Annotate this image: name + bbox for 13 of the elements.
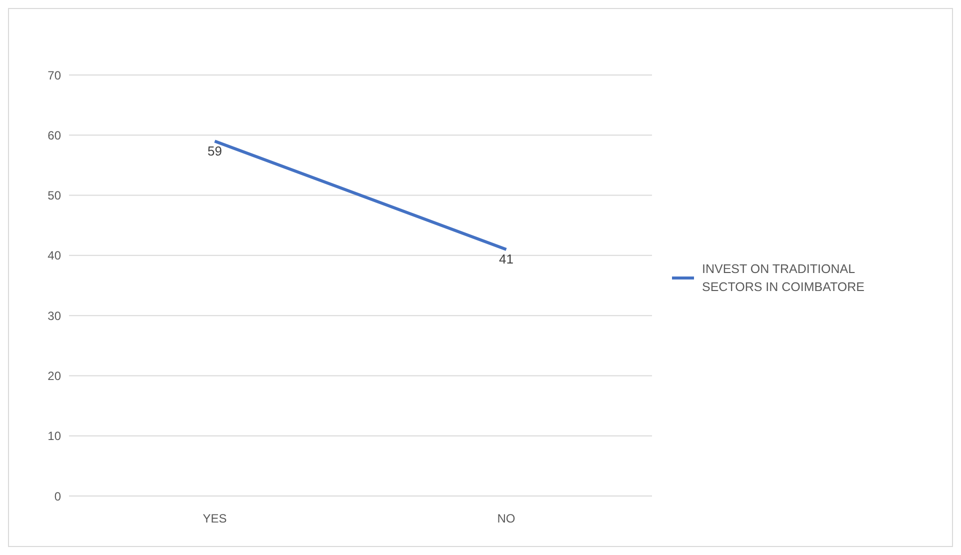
y-tick-label: 10 bbox=[48, 429, 62, 444]
y-tick-label: 70 bbox=[48, 68, 62, 82]
legend-label: INVEST ON TRADITIONAL SECTORS IN COIMBATORE bbox=[702, 260, 866, 296]
x-tick-label: YES bbox=[202, 512, 227, 526]
y-tick-label: 60 bbox=[48, 128, 62, 142]
data-label: 41 bbox=[499, 252, 514, 267]
y-tick-label: 50 bbox=[48, 188, 62, 203]
y-tick-label: 30 bbox=[48, 308, 62, 323]
data-label: 59 bbox=[208, 143, 222, 158]
y-tick-label: 0 bbox=[54, 489, 62, 504]
y-tick-label: 40 bbox=[48, 248, 62, 263]
y-tick-label: 20 bbox=[48, 368, 62, 383]
x-tick-label: NO bbox=[497, 512, 516, 526]
